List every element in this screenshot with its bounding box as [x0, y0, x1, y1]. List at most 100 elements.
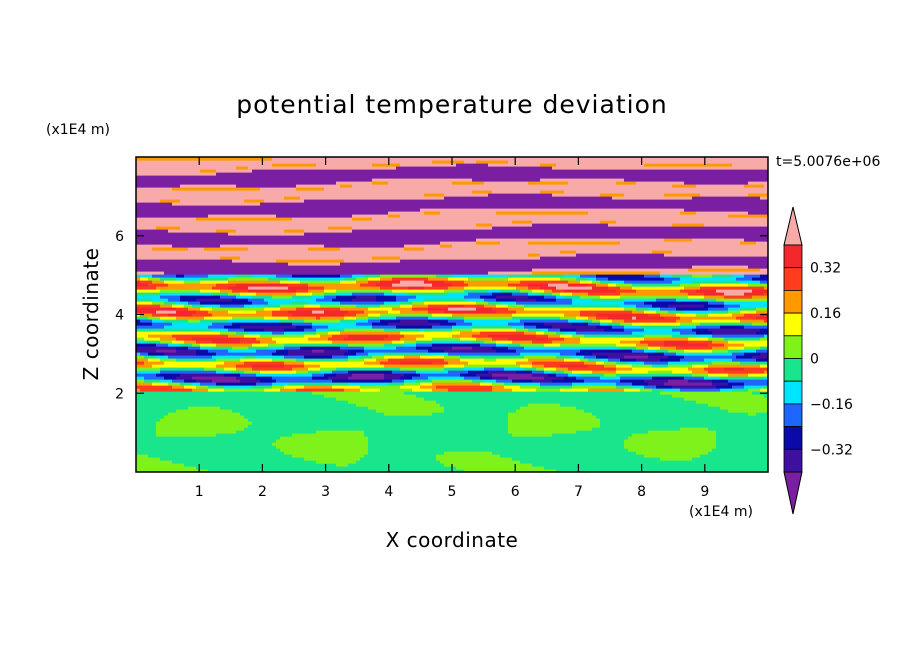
contour-cell	[380, 388, 413, 392]
contour-cell	[160, 199, 181, 203]
contour-cell	[636, 358, 661, 362]
contour-cell	[600, 424, 768, 428]
contour-cell	[560, 403, 709, 407]
contour-cell	[316, 163, 373, 167]
contour-cell	[372, 163, 401, 167]
contour-cell	[664, 253, 768, 257]
contour-cell	[764, 319, 768, 323]
contour-cell	[716, 298, 768, 302]
contour-cell	[156, 433, 217, 437]
contour-cell	[744, 346, 761, 350]
contour-cell	[364, 349, 429, 353]
contour-cell	[400, 367, 445, 371]
contour-cell	[640, 325, 681, 329]
contour-cell	[208, 469, 465, 472]
contour-cell	[616, 220, 768, 224]
contour-cell	[428, 376, 465, 380]
time-label: t=5.0076e+06	[776, 154, 880, 170]
contour-cell	[708, 451, 768, 455]
contour-cell	[136, 355, 145, 359]
contour-cell	[616, 382, 633, 386]
contour-cell	[724, 304, 741, 308]
contour-cell	[540, 253, 577, 257]
contour-cell	[136, 202, 173, 206]
contour-cell	[332, 355, 349, 359]
contour-cell	[136, 271, 165, 275]
contour-cell	[572, 301, 625, 305]
contour-cell	[564, 274, 581, 278]
contour-cell	[696, 325, 721, 329]
contour-cell	[160, 457, 305, 461]
contour-cell	[136, 334, 149, 338]
contour-cell	[616, 373, 693, 377]
contour-cell	[352, 292, 385, 296]
contour-cell	[424, 280, 445, 284]
contour-cell	[292, 295, 313, 299]
contour-cell	[464, 469, 557, 472]
contour-cell	[216, 433, 293, 437]
contour-cell	[700, 298, 717, 302]
contour-cell	[308, 367, 321, 371]
contour-cell	[216, 358, 241, 362]
contour-cell	[624, 193, 665, 197]
contour-cell	[136, 451, 285, 455]
contour-cell	[448, 304, 465, 308]
contour-cell	[160, 418, 249, 422]
contour-cell	[216, 283, 237, 287]
contour-cell	[436, 274, 453, 278]
contour-cell	[344, 337, 385, 341]
contour-cell	[400, 163, 457, 167]
contour-cell	[220, 289, 233, 293]
contour-cell	[272, 313, 293, 317]
contour-cell	[176, 376, 193, 380]
contour-cell	[444, 280, 465, 284]
contour-cell	[220, 244, 325, 248]
contour-cell	[696, 331, 713, 335]
contour-cell	[556, 295, 565, 299]
contour-cell	[404, 244, 441, 248]
contour-cell	[352, 184, 673, 188]
contour-cell	[288, 316, 317, 320]
x-tick-label: 2	[258, 484, 267, 500]
contour-cell	[272, 331, 285, 335]
contour-cell	[180, 226, 329, 230]
contour-cell	[356, 319, 369, 323]
contour-cell	[492, 226, 768, 230]
contour-cell	[136, 391, 313, 395]
contour-cell	[384, 328, 421, 332]
contour-cell	[632, 286, 685, 290]
contour-cell	[740, 241, 757, 245]
contour-cell	[476, 337, 493, 341]
contour-cell	[408, 298, 425, 302]
contour-cell	[216, 343, 253, 347]
contour-cell	[464, 280, 521, 284]
contour-cell	[400, 337, 417, 341]
contour-cell	[728, 214, 768, 218]
contour-cell	[172, 334, 229, 338]
contour-cell	[312, 295, 325, 299]
contour-cell	[592, 286, 609, 290]
contour-cell	[160, 277, 177, 281]
contour-cell	[448, 319, 465, 323]
contour-cell	[712, 274, 733, 278]
contour-cell	[216, 370, 233, 374]
contour-cell	[692, 265, 749, 269]
contour-cell	[236, 430, 317, 434]
contour-cell	[160, 379, 173, 383]
contour-cell	[256, 292, 297, 296]
contour-cell	[496, 343, 509, 347]
contour-cell	[516, 409, 585, 413]
contour-cell	[208, 385, 225, 389]
contour-cell	[532, 289, 545, 293]
contour-cell	[248, 418, 509, 422]
contour-cell	[564, 370, 573, 374]
contour-cell	[544, 343, 561, 347]
contour-cell	[708, 364, 761, 368]
contour-cell	[764, 370, 768, 374]
contour-cell	[136, 226, 157, 230]
contour-cell	[660, 307, 677, 311]
contour-cell	[140, 277, 149, 281]
colorbar: 0.32 0.16 0 −0.16 −0.32	[783, 206, 853, 515]
contour-cell	[744, 343, 768, 347]
contour-cell	[716, 433, 768, 437]
